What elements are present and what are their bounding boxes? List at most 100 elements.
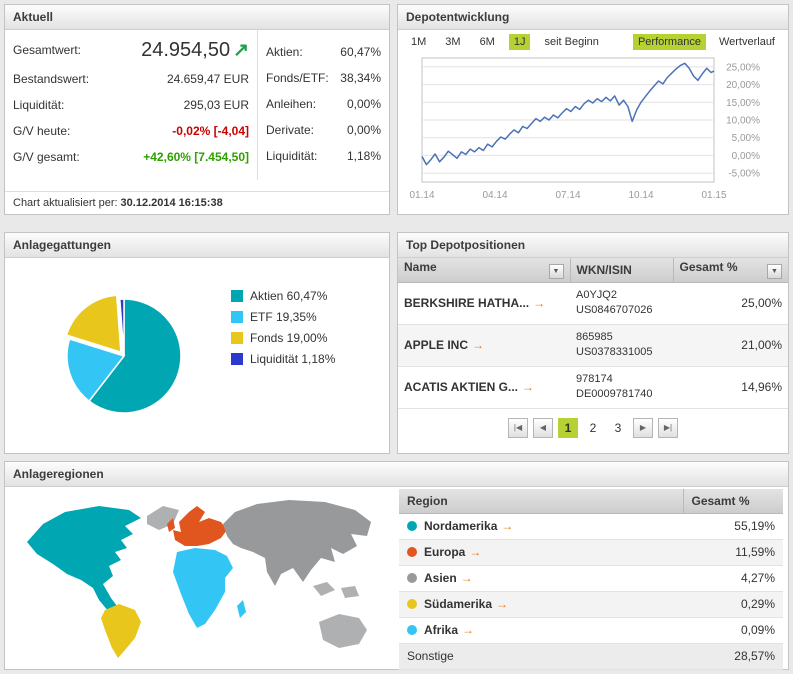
map-region-suedamerika [101,604,141,658]
range-tab-6m[interactable]: 6M [479,36,495,48]
chart-updated-footer: Chart aktualisiert per: 30.12.2014 16:15:… [5,191,389,214]
region-value-cell: 55,19% [683,513,783,540]
region-row: Sonstige 28,57% [399,643,783,670]
last-page-button[interactable]: ▶| [658,417,678,438]
wkn-value: 978174 [576,373,613,385]
region-value-cell: 28,57% [683,643,783,670]
page-button-2[interactable]: 2 [589,420,597,435]
position-row: APPLE INC → 865985 US0378331005 21,00% [398,324,788,367]
region-color-dot [407,573,417,583]
aktuell-left-column: Gesamtwert: 24.954,50 ↗ Bestandswert: 24.6… [5,30,257,180]
region-color-dot [407,547,417,557]
range-tabs: 1M 3M 6M 1J seit Beginn [406,34,613,50]
panel-anlageregionen: Anlageregionen Region Gesamt % Nordameri… [4,461,789,670]
row-label: Liquidität: [266,149,318,163]
positions-table: Name ▼ WKN/ISIN Gesamt % ▼ BERKSHIRE HAT… [398,258,788,409]
legend-label: ETF 19,35% [250,310,317,324]
region-name-cell: Afrika → [399,617,683,644]
panel-aktuell: Aktuell Gesamtwert: 24.954,50 ↗ Bestandsw… [4,4,390,215]
range-tab-1j[interactable]: 1J [508,34,531,50]
map-region-suedostasien-1 [313,582,335,596]
gesamtwert-label: Gesamtwert: [13,43,82,57]
wkn-value: 865985 [576,331,613,343]
chart-updated-label: Chart aktualisiert per: [13,197,118,209]
legend-label: Aktien 60,47% [250,289,328,303]
position-row: BERKSHIRE HATHA... → A0YJQ2 US0846707026 25,… [398,282,788,325]
position-link[interactable]: BERKSHIRE HATHA... [404,296,530,310]
svg-text:04.14: 04.14 [482,190,507,201]
range-tab-3m[interactable]: 3M [445,36,461,48]
legend-item: ETF 19,35% [231,310,335,324]
panel-title-depotentwicklung: Depotentwicklung [398,5,788,30]
position-name-cell: APPLE INC → [398,324,570,367]
wkn-value: A0YJQ2 [576,289,617,301]
panel-title-anlagegattungen: Anlagegattungen [5,233,389,258]
gesamtwert-value: 24.954,50 [141,38,231,61]
panel-title-top-depotpositionen: Top Depotpositionen [398,233,788,258]
region-link[interactable]: Nordamerika [424,519,498,533]
isin-value: US0378331005 [576,346,653,358]
position-wkn-isin-cell: 865985 US0378331005 [570,324,673,367]
svg-text:01.15: 01.15 [701,190,726,201]
wkn-header-label: WKN/ISIN [576,262,632,277]
map-region-afrika [173,548,233,628]
region-name-cell: Südamerika → [399,591,683,618]
row-label: G/V heute: [13,124,71,138]
region-row: Europa → 11,59% [399,539,783,566]
allocation-row: Anleihen: 0,00% [266,91,381,117]
link-arrow-icon: → [522,380,534,394]
legend-swatch [231,311,243,323]
panel-depotentwicklung: Depotentwicklung 1M 3M 6M 1J seit Beginn Per… [397,4,789,215]
link-arrow-icon: → [501,519,514,533]
region-row: Nordamerika → 55,19% [399,513,783,540]
sort-gesamt-button[interactable]: ▼ [767,264,782,280]
svg-text:15,00%: 15,00% [726,98,760,109]
row-label: Aktien: [266,45,303,59]
range-tab-seit-beginn[interactable]: seit Beginn [544,36,599,48]
regions-table: Region Gesamt % Nordamerika → 55,19% Europa… [399,489,783,670]
page-button-3[interactable]: 3 [614,420,622,435]
region-link[interactable]: Asien [424,571,457,585]
row-label: Bestandswert: [13,72,90,86]
region-color-dot [407,625,417,635]
region-link[interactable]: Afrika [424,623,459,637]
view-tab-performance[interactable]: Performance [632,34,706,50]
view-tab-wertverlauf[interactable]: Wertverlauf [718,36,775,48]
row-value: 38,34% [340,71,381,85]
svg-text:01.14: 01.14 [409,190,434,201]
region-value-cell: 4,27% [683,565,783,592]
trend-up-icon: ↗ [233,39,249,61]
position-link[interactable]: APPLE INC [404,338,469,352]
position-link[interactable]: ACATIS AKTIEN G... [404,380,518,394]
region-color-dot [407,599,417,609]
position-row: ACATIS AKTIEN G... → 978174 DE0009781740 14,… [398,366,788,409]
prev-page-button[interactable]: ◀ [533,417,553,438]
allocation-row: Aktien: 60,47% [266,39,381,65]
svg-text:0,00%: 0,00% [732,151,760,162]
next-page-button[interactable]: ▶ [633,417,653,438]
row-value: 1,18% [346,149,381,163]
aktuell-row: G/V gesamt: +42,60% [7.454,50] [13,144,249,170]
regions-header-row: Region Gesamt % [399,489,783,514]
range-tab-1m[interactable]: 1M [411,36,427,48]
aktuell-row: Bestandswert: 24.659,47 EUR [13,66,249,92]
row-value: 0,00% [346,123,381,137]
position-wkn-isin-cell: A0YJQ2 US0846707026 [570,282,673,325]
pie-slice-liquidität [118,298,125,357]
pie-slice-fonds [65,294,122,354]
region-row: Südamerika → 0,29% [399,591,783,618]
map-region-suedostasien-2 [341,586,359,598]
sort-name-button[interactable]: ▼ [548,264,564,280]
chart-tabs-row: 1M 3M 6M 1J seit Beginn Performance Wertverla… [398,30,788,52]
position-gesamt-cell: 21,00% [673,324,788,367]
region-link[interactable]: Europa [424,545,466,559]
allocation-row: Fonds/ETF: 38,34% [266,65,381,91]
allocation-pie-chart [65,294,182,414]
first-page-button[interactable]: |◀ [508,417,528,438]
region-link[interactable]: Südamerika [424,597,493,611]
gesamt-header-label: Gesamt % [679,260,738,275]
page-button-1[interactable]: 1 [558,417,578,438]
region-name-cell: Europa → [399,539,683,566]
positions-header-row: Name ▼ WKN/ISIN Gesamt % ▼ [398,258,788,283]
row-label: Liquidität: [13,98,65,112]
